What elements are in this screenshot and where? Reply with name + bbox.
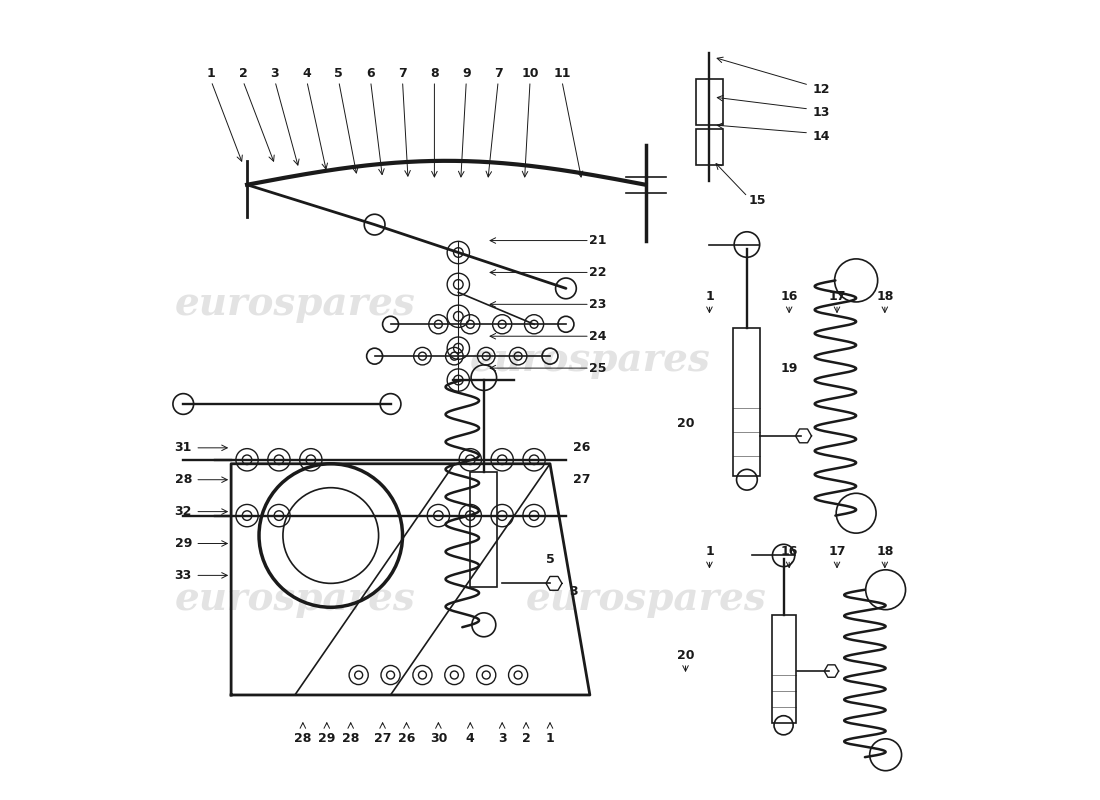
Text: 25: 25 — [590, 362, 606, 374]
Text: 26: 26 — [573, 442, 591, 454]
Text: 15: 15 — [748, 194, 766, 207]
Text: 9: 9 — [462, 66, 471, 80]
Bar — [771, 615, 796, 723]
Text: 4: 4 — [302, 66, 311, 80]
Text: 2: 2 — [239, 66, 248, 80]
Text: 27: 27 — [374, 732, 392, 746]
Text: 20: 20 — [676, 418, 694, 430]
Text: 4: 4 — [466, 732, 475, 746]
Text: 12: 12 — [812, 82, 829, 95]
Text: 18: 18 — [876, 545, 893, 558]
Text: eurospares: eurospares — [175, 580, 416, 618]
Text: 17: 17 — [828, 545, 846, 558]
Text: 30: 30 — [430, 732, 447, 746]
Text: eurospares: eurospares — [526, 580, 766, 618]
Text: 7: 7 — [494, 66, 503, 80]
Text: 11: 11 — [553, 66, 571, 80]
Text: 17: 17 — [828, 290, 846, 303]
Text: 1: 1 — [705, 545, 714, 558]
Text: 29: 29 — [175, 537, 192, 550]
Text: 3: 3 — [498, 732, 506, 746]
Bar — [471, 472, 497, 587]
Text: 27: 27 — [573, 474, 591, 486]
Text: 2: 2 — [521, 732, 530, 746]
Text: 10: 10 — [521, 66, 539, 80]
Text: 20: 20 — [676, 649, 694, 662]
Text: 21: 21 — [590, 234, 606, 247]
Text: 13: 13 — [813, 106, 829, 119]
Text: 1: 1 — [546, 732, 554, 746]
Text: 14: 14 — [812, 130, 829, 143]
Text: 28: 28 — [342, 732, 360, 746]
Text: 16: 16 — [781, 290, 798, 303]
Text: 31: 31 — [175, 442, 192, 454]
Bar — [696, 78, 723, 125]
Text: 3: 3 — [570, 585, 579, 598]
Text: 1: 1 — [705, 290, 714, 303]
Text: 5: 5 — [546, 553, 554, 566]
Text: 19: 19 — [781, 362, 798, 374]
Text: 6: 6 — [366, 66, 375, 80]
Text: 24: 24 — [590, 330, 606, 342]
Bar — [696, 129, 723, 165]
Text: eurospares: eurospares — [470, 341, 711, 379]
Text: 22: 22 — [590, 266, 606, 279]
Text: 5: 5 — [334, 66, 343, 80]
Text: 28: 28 — [294, 732, 311, 746]
Text: 28: 28 — [175, 474, 192, 486]
Text: 7: 7 — [398, 66, 407, 80]
Text: 29: 29 — [318, 732, 336, 746]
Text: 3: 3 — [271, 66, 279, 80]
Text: 32: 32 — [175, 505, 192, 518]
Text: 1: 1 — [207, 66, 216, 80]
Text: 26: 26 — [398, 732, 415, 746]
Bar — [734, 328, 760, 476]
Text: eurospares: eurospares — [175, 286, 416, 323]
Text: 16: 16 — [781, 545, 798, 558]
Text: 23: 23 — [590, 298, 606, 311]
Text: 33: 33 — [175, 569, 191, 582]
Text: 18: 18 — [876, 290, 893, 303]
Text: 8: 8 — [430, 66, 439, 80]
